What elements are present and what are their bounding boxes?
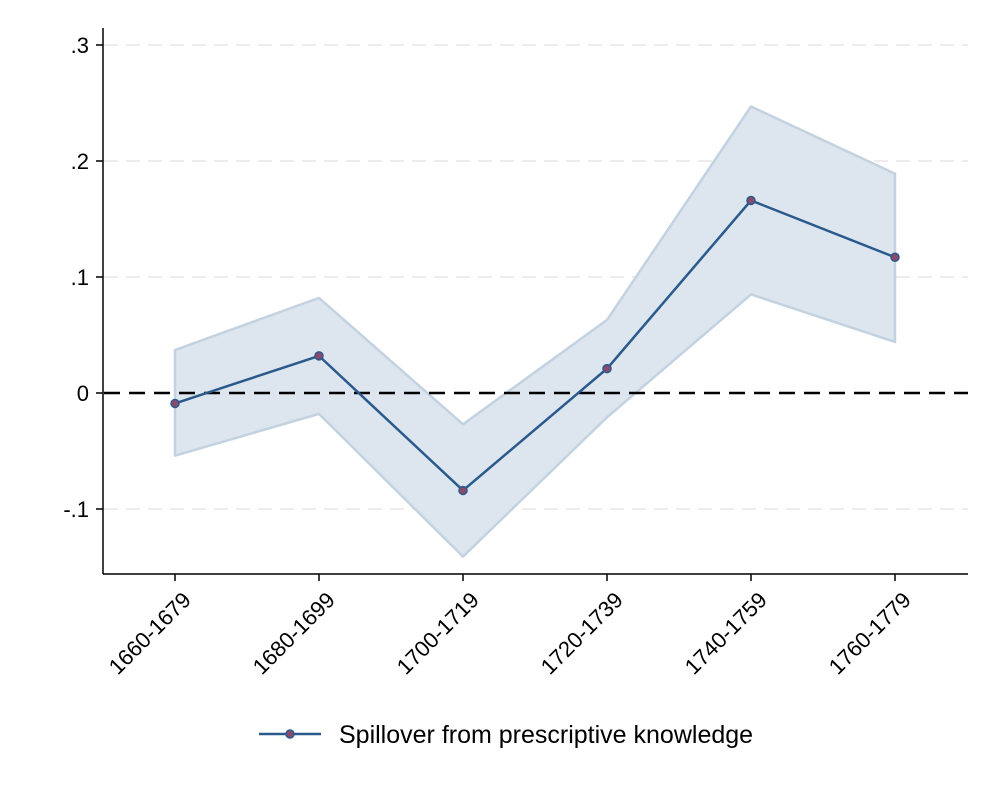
data-point xyxy=(170,398,180,409)
y-tick-label: .1 xyxy=(71,265,89,290)
legend: Spillover from prescriptive knowledge xyxy=(259,721,753,749)
data-point xyxy=(602,363,612,374)
y-tick-label: 0 xyxy=(77,381,89,406)
x-tick-label: 1700-1719 xyxy=(392,587,484,679)
x-tick-labels: 1660-1679 1680-1699 1700-1719 1720-1739 1740… xyxy=(104,587,916,679)
data-point xyxy=(458,485,468,496)
legend-swatch-marker xyxy=(285,729,295,739)
x-tick-label: 1760-1779 xyxy=(824,587,916,679)
series-line xyxy=(174,199,896,492)
y-tick-label: .3 xyxy=(71,33,89,58)
y-tick-label: .2 xyxy=(71,149,89,174)
x-tick-label: 1740-1759 xyxy=(680,587,772,679)
ci-band xyxy=(173,105,897,558)
data-point xyxy=(314,351,324,361)
y-tick-labels: -.1 0 .1 .2 .3 xyxy=(63,33,89,522)
y-tick-label: -.1 xyxy=(63,497,89,522)
x-tick-label: 1660-1679 xyxy=(104,587,196,679)
legend-label: Spillover from prescriptive knowledge xyxy=(339,721,753,749)
data-point xyxy=(746,195,756,206)
confidence-band xyxy=(173,105,897,558)
data-point xyxy=(890,252,900,263)
series xyxy=(170,195,900,496)
x-tick-label: 1720-1739 xyxy=(536,587,628,679)
axes xyxy=(96,28,968,581)
x-tick-label: 1680-1699 xyxy=(248,587,340,679)
gridlines xyxy=(104,44,968,510)
